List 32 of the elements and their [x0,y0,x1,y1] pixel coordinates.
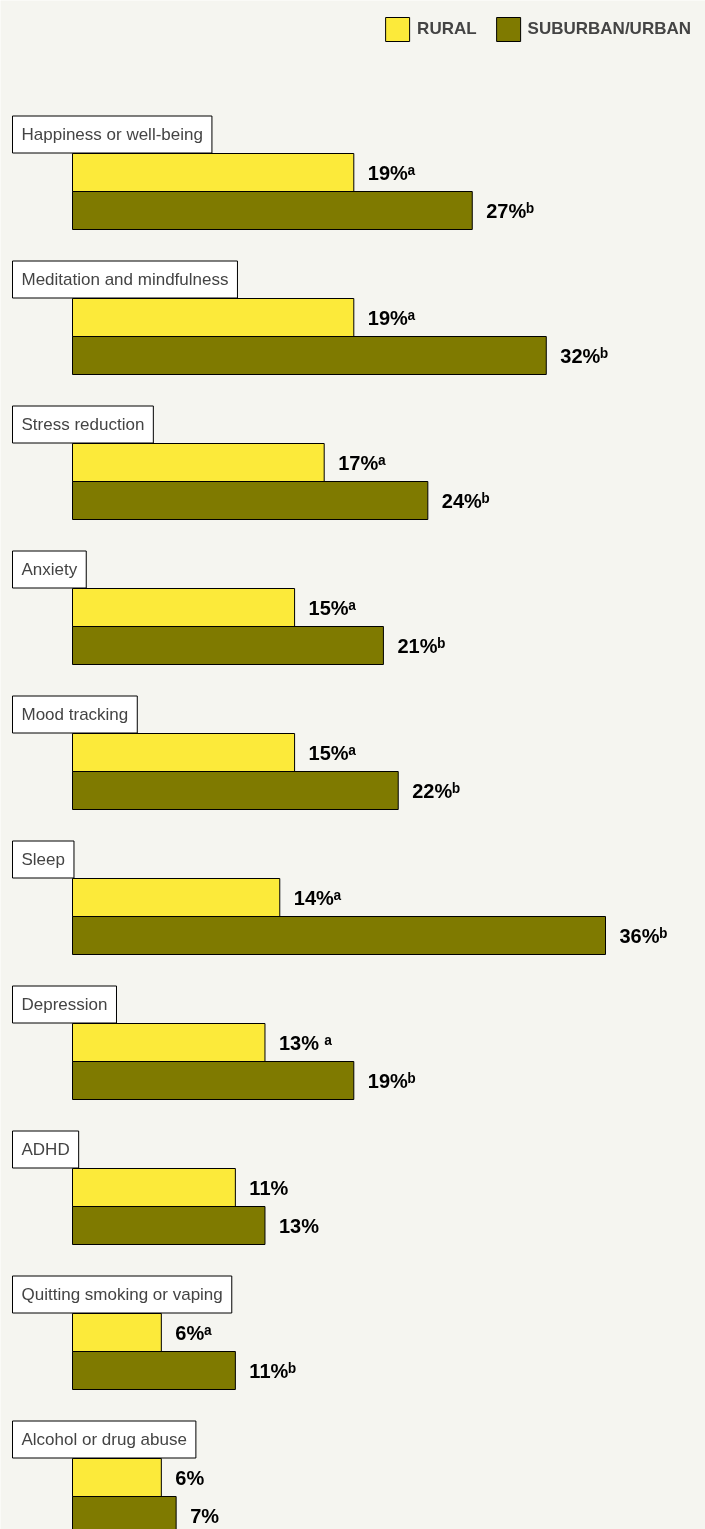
data-label: 15%ᵃ [308,596,357,619]
data-label: 15%ᵃ [308,741,357,764]
y-tick-label: Happiness or well-being [21,125,203,144]
data-label: 24%ᵇ [441,489,490,512]
y-tick-label: Sleep [21,850,65,869]
y-tick-label: Depression [21,995,108,1014]
y-tick-label: Quitting smoking or vaping [21,1285,223,1304]
data-label: 27%ᵇ [486,199,535,222]
data-label: 19%ᵇ [367,1069,416,1092]
data-label: 13% ᵃ [278,1031,333,1054]
y-tick-label: ADHD [21,1140,70,1159]
legend-label: SUBURBAN/URBAN [527,19,691,39]
data-label: 6%ᵃ [175,1321,213,1344]
data-label: 22%ᵇ [412,779,461,802]
data-label: 36%ᵇ [619,924,668,947]
data-label: 13% [278,1214,320,1237]
y-tick-label: Mood tracking [21,705,129,724]
data-label: 19%ᵃ [367,161,416,184]
data-label: 17%ᵃ [338,451,387,474]
data-label: 19%ᵃ [367,306,416,329]
data-label: 11%ᵇ [249,1359,297,1382]
y-tick-label: Stress reduction [21,415,145,434]
data-label: 21%ᵇ [397,634,446,657]
legend-label: RURAL [417,19,477,39]
data-label: 11% [249,1176,289,1199]
y-tick-label: Meditation and mindfulness [21,270,229,289]
data-label: 6% [175,1466,205,1489]
y-tick-label: Anxiety [21,560,78,579]
data-label: 32%ᵇ [560,344,609,367]
data-label: 7% [190,1504,220,1527]
y-tick-label: Alcohol or drug abuse [21,1430,187,1449]
data-label: 14%ᵃ [293,886,342,909]
